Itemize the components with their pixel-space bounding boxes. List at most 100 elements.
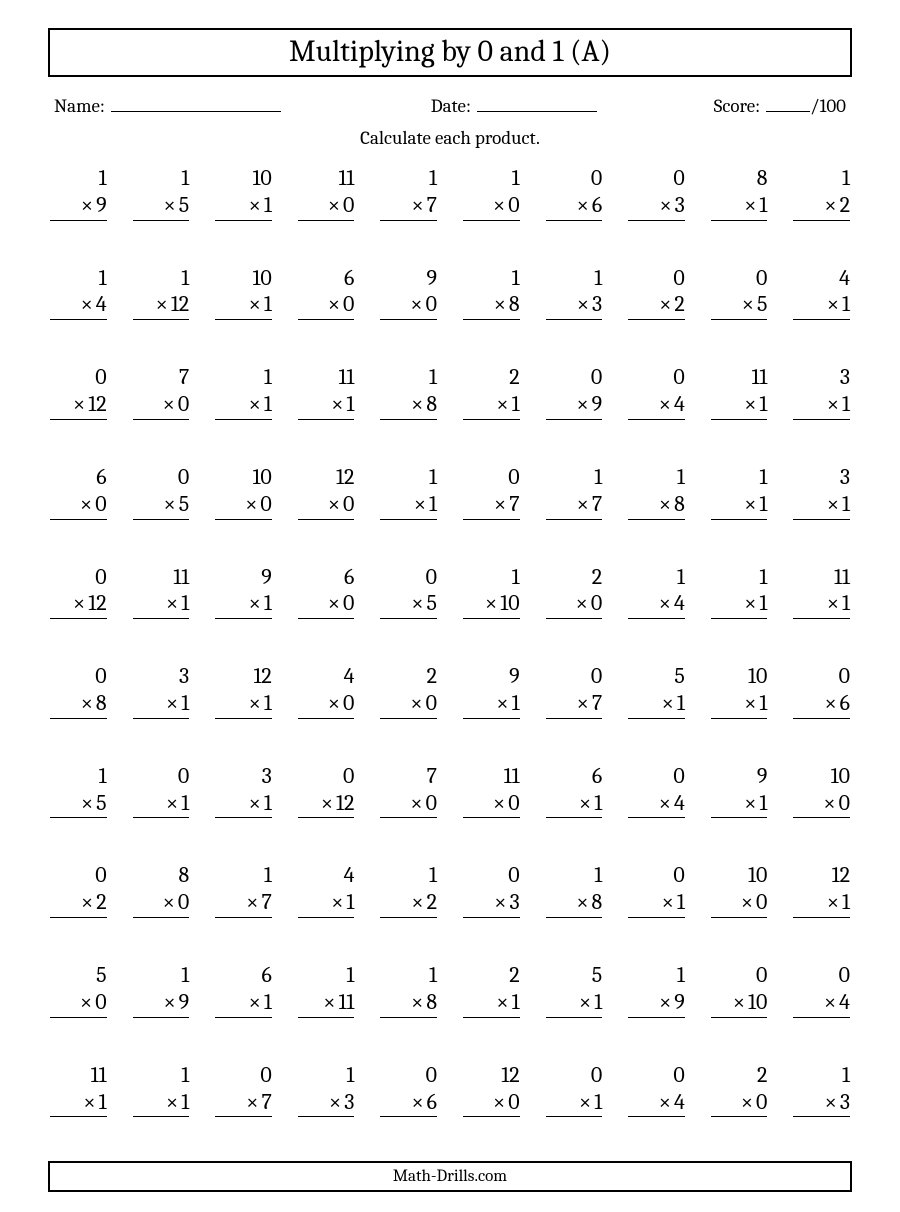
multiplicand: 6 — [50, 464, 107, 491]
times-operator: × — [323, 989, 335, 1015]
times-operator: × — [827, 889, 839, 915]
multiplicand: 1 — [215, 862, 272, 889]
times-operator: × — [164, 491, 176, 517]
problem: 1×2 — [793, 165, 850, 221]
times-operator: × — [328, 491, 340, 517]
multiplier: 1 — [264, 291, 272, 317]
multiplier-row: ×0 — [298, 590, 355, 619]
multiplicand: 0 — [50, 564, 107, 591]
multiplier: 1 — [759, 192, 767, 218]
score-field: Score: /100 — [642, 91, 846, 117]
multiplier: 1 — [512, 989, 520, 1015]
multiplier: 1 — [181, 590, 189, 616]
times-operator: × — [81, 291, 93, 317]
problem: 1×2 — [380, 862, 437, 918]
problem: 0×10 — [711, 962, 768, 1018]
multiplier-row: ×1 — [628, 690, 685, 719]
multiplier: 7 — [261, 889, 271, 915]
multiplier-row: ×1 — [463, 989, 520, 1018]
multiplier: 0 — [343, 690, 354, 716]
problem: 12×1 — [215, 663, 272, 719]
multiplier-row: ×1 — [133, 590, 190, 619]
multiplier: 1 — [594, 1089, 602, 1115]
multiplier-row: ×4 — [50, 291, 107, 320]
multiplier: 1 — [759, 391, 767, 417]
times-operator: × — [576, 391, 588, 417]
problem: 2×1 — [463, 962, 520, 1018]
times-operator: × — [411, 590, 423, 616]
problem: 0×1 — [628, 862, 685, 918]
multiplier-row: ×11 — [298, 989, 355, 1018]
problem: 11×1 — [50, 1062, 107, 1118]
multiplier: 4 — [674, 1089, 685, 1115]
score-total: /100 — [810, 95, 846, 117]
times-operator: × — [329, 1089, 341, 1115]
multiplier-row: ×2 — [628, 291, 685, 320]
multiplier-row: ×8 — [463, 291, 520, 320]
problem: 6×1 — [546, 763, 603, 819]
multiplicand: 8 — [711, 165, 768, 192]
multiplicand: 12 — [793, 862, 850, 889]
times-operator: × — [659, 590, 671, 616]
problem: 4×0 — [298, 663, 355, 719]
multiplicand: 0 — [133, 763, 190, 790]
date-blank[interactable] — [477, 91, 597, 112]
multiplicand: 0 — [298, 763, 355, 790]
multiplier-row: ×1 — [711, 790, 768, 819]
multiplicand: 1 — [546, 464, 603, 491]
multiplier: 4 — [674, 391, 685, 417]
multiplier: 3 — [675, 192, 685, 218]
times-operator: × — [496, 391, 508, 417]
problem: 0×7 — [463, 464, 520, 520]
problem: 1×8 — [628, 464, 685, 520]
problem: 12×0 — [298, 464, 355, 520]
problem: 5×1 — [628, 663, 685, 719]
multiplicand: 9 — [215, 564, 272, 591]
multiplier: 0 — [756, 1089, 767, 1115]
times-operator: × — [579, 989, 591, 1015]
multiplicand: 0 — [793, 663, 850, 690]
multiplier-row: ×0 — [463, 192, 520, 221]
multiplier: 5 — [757, 291, 767, 317]
multiplier: 0 — [95, 491, 106, 517]
times-operator: × — [659, 291, 671, 317]
problem: 5×1 — [546, 962, 603, 1018]
times-operator: × — [166, 1089, 178, 1115]
multiplier-row: ×12 — [50, 590, 107, 619]
multiplicand: 2 — [380, 663, 437, 690]
problem: 1×1 — [215, 364, 272, 420]
multiplier: 1 — [842, 391, 850, 417]
times-operator: × — [246, 889, 258, 915]
times-operator: × — [73, 590, 85, 616]
footer-box: Math-Drills.com — [48, 1161, 852, 1192]
multiplier-row: ×2 — [380, 889, 437, 918]
multiplier: 1 — [759, 690, 767, 716]
problem: 4×1 — [793, 265, 850, 321]
problem: 1×1 — [380, 464, 437, 520]
multiplicand: 0 — [50, 364, 107, 391]
name-blank[interactable] — [111, 91, 281, 112]
times-operator: × — [411, 192, 423, 218]
multiplier: 0 — [839, 790, 850, 816]
multiplicand: 1 — [463, 265, 520, 292]
times-operator: × — [579, 1089, 591, 1115]
score-blank[interactable] — [766, 91, 810, 112]
problem: 9×1 — [463, 663, 520, 719]
times-operator: × — [249, 590, 261, 616]
multiplier: 1 — [181, 790, 189, 816]
problem: 2×0 — [380, 663, 437, 719]
multiplier-row: ×1 — [133, 690, 190, 719]
problem: 3×1 — [793, 364, 850, 420]
times-operator: × — [410, 690, 422, 716]
times-operator: × — [744, 590, 756, 616]
times-operator: × — [249, 291, 261, 317]
multiplicand: 0 — [463, 464, 520, 491]
times-operator: × — [246, 1089, 258, 1115]
multiplicand: 0 — [546, 165, 603, 192]
multiplier-row: ×1 — [463, 391, 520, 420]
score-label: Score: — [714, 95, 760, 117]
multiplicand: 0 — [546, 663, 603, 690]
times-operator: × — [824, 192, 836, 218]
title-box: Multiplying by 0 and 1 (A) — [48, 28, 852, 77]
problem: 3×1 — [133, 663, 190, 719]
